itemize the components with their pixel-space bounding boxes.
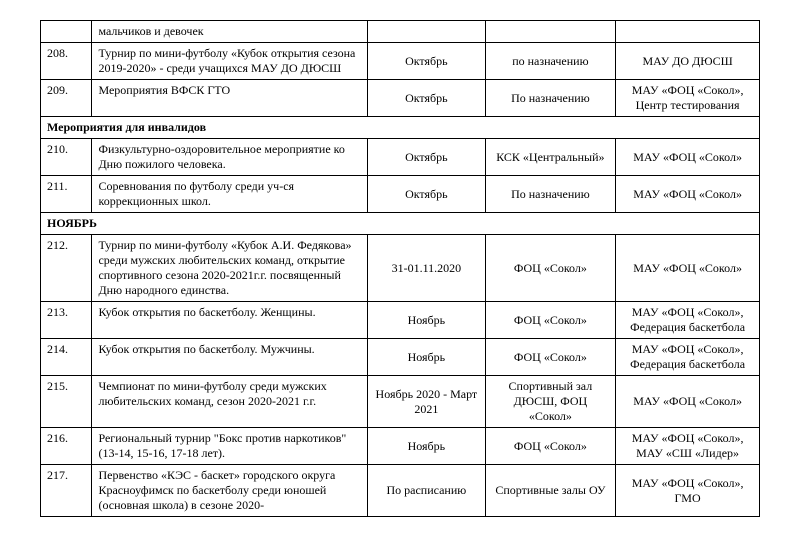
event-place-cell: По назначению: [485, 176, 616, 213]
event-date-cell: По расписанию: [368, 465, 485, 517]
event-date-cell: Октябрь: [368, 139, 485, 176]
section-header-cell: НОЯБРЬ: [41, 213, 760, 235]
event-name-cell: мальчиков и девочек: [92, 21, 368, 43]
row-number-cell: 210.: [41, 139, 92, 176]
event-name-cell: Чемпионат по мини-футболу среди мужских …: [92, 376, 368, 428]
event-org-cell: МАУ «ФОЦ «Сокол», Федерация баскетбола: [616, 339, 760, 376]
event-name-cell: Первенство «КЭС - баскет» городского окр…: [92, 465, 368, 517]
event-place-cell: По назначению: [485, 80, 616, 117]
event-org-cell: МАУ ДО ДЮСШ: [616, 43, 760, 80]
event-date-cell: Ноябрь: [368, 302, 485, 339]
event-place-cell: ФОЦ «Сокол»: [485, 339, 616, 376]
event-date-cell: Ноябрь: [368, 339, 485, 376]
table-row: 211.Соревнования по футболу среди уч-ся …: [41, 176, 760, 213]
event-name-cell: Кубок открытия по баскетболу. Мужчины.: [92, 339, 368, 376]
event-name-cell: Турнир по мини-футболу «Кубок открытия с…: [92, 43, 368, 80]
events-table: мальчиков и девочек208.Турнир по мини-фу…: [40, 20, 760, 517]
event-org-cell: МАУ «ФОЦ «Сокол», Центр тестирования: [616, 80, 760, 117]
row-number-cell: 216.: [41, 428, 92, 465]
event-org-cell: МАУ «ФОЦ «Сокол»: [616, 139, 760, 176]
event-place-cell: ФОЦ «Сокол»: [485, 235, 616, 302]
event-place-cell: ФОЦ «Сокол»: [485, 302, 616, 339]
event-org-cell: МАУ «ФОЦ «Сокол»: [616, 376, 760, 428]
row-number-cell: 209.: [41, 80, 92, 117]
event-org-cell: МАУ «ФОЦ «Сокол», МАУ «СШ «Лидер»: [616, 428, 760, 465]
table-row: 213.Кубок открытия по баскетболу. Женщин…: [41, 302, 760, 339]
table-row: мальчиков и девочек: [41, 21, 760, 43]
event-place-cell: КСК «Центральный»: [485, 139, 616, 176]
event-place-cell: Спортивные залы ОУ: [485, 465, 616, 517]
table-row: НОЯБРЬ: [41, 213, 760, 235]
event-name-cell: Региональный турнир "Бокс против наркоти…: [92, 428, 368, 465]
row-number-cell: [41, 21, 92, 43]
table-row: 210.Физкультурно-оздоровительное меропри…: [41, 139, 760, 176]
event-name-cell: Кубок открытия по баскетболу. Женщины.: [92, 302, 368, 339]
event-place-cell: Спортивный зал ДЮСШ, ФОЦ «Сокол»: [485, 376, 616, 428]
event-date-cell: 31-01.11.2020: [368, 235, 485, 302]
table-row: 216.Региональный турнир "Бокс против нар…: [41, 428, 760, 465]
event-date-cell: Ноябрь 2020 - Март 2021: [368, 376, 485, 428]
row-number-cell: 208.: [41, 43, 92, 80]
event-name-cell: Турнир по мини-футболу «Кубок А.И. Федяк…: [92, 235, 368, 302]
event-date-cell: Ноябрь: [368, 428, 485, 465]
row-number-cell: 214.: [41, 339, 92, 376]
table-row: 217.Первенство «КЭС - баскет» городского…: [41, 465, 760, 517]
table-row: 212.Турнир по мини-футболу «Кубок А.И. Ф…: [41, 235, 760, 302]
row-number-cell: 212.: [41, 235, 92, 302]
event-date-cell: [368, 21, 485, 43]
event-name-cell: Соревнования по футболу среди уч-ся корр…: [92, 176, 368, 213]
event-place-cell: [485, 21, 616, 43]
event-org-cell: МАУ «ФОЦ «Сокол», Федерация баскетбола: [616, 302, 760, 339]
table-row: 208.Турнир по мини-футболу «Кубок открыт…: [41, 43, 760, 80]
table-row: 215.Чемпионат по мини-футболу среди мужс…: [41, 376, 760, 428]
event-name-cell: Физкультурно-оздоровительное мероприятие…: [92, 139, 368, 176]
event-place-cell: по назначению: [485, 43, 616, 80]
section-header-cell: Мероприятия для инвалидов: [41, 117, 760, 139]
row-number-cell: 217.: [41, 465, 92, 517]
table-row: 209.Мероприятия ВФСК ГТООктябрьПо назнач…: [41, 80, 760, 117]
event-org-cell: МАУ «ФОЦ «Сокол»: [616, 176, 760, 213]
table-row: 214.Кубок открытия по баскетболу. Мужчин…: [41, 339, 760, 376]
event-org-cell: МАУ «ФОЦ «Сокол», ГМО: [616, 465, 760, 517]
event-date-cell: Октябрь: [368, 43, 485, 80]
event-org-cell: [616, 21, 760, 43]
event-place-cell: ФОЦ «Сокол»: [485, 428, 616, 465]
row-number-cell: 215.: [41, 376, 92, 428]
event-date-cell: Октябрь: [368, 176, 485, 213]
row-number-cell: 213.: [41, 302, 92, 339]
row-number-cell: 211.: [41, 176, 92, 213]
event-name-cell: Мероприятия ВФСК ГТО: [92, 80, 368, 117]
table-row: Мероприятия для инвалидов: [41, 117, 760, 139]
event-org-cell: МАУ «ФОЦ «Сокол»: [616, 235, 760, 302]
event-date-cell: Октябрь: [368, 80, 485, 117]
